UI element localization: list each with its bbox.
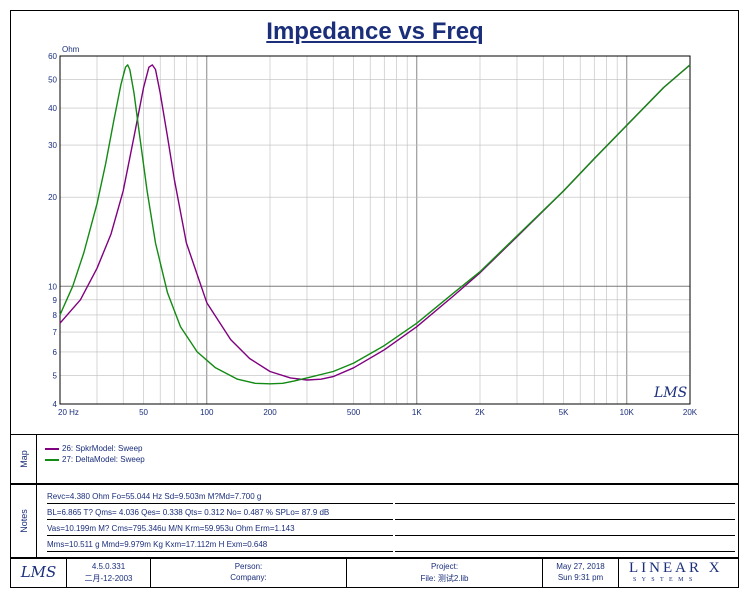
note-line-3: Vas=10.199m M? Cms=795.346u M/N Krm=59.9… [47, 524, 393, 536]
time: Sun 9:31 pm [557, 573, 604, 582]
x-tick-label: 100 [200, 408, 214, 417]
legend-swatch-delta [45, 458, 59, 461]
x-tick-label: 10K [620, 408, 635, 417]
map-side-label: Map [11, 435, 37, 483]
linearx-systems: S Y S T E M S [633, 577, 695, 583]
footer: LMS 4.5.0.331 二月-12-2003 Person: Company… [10, 558, 739, 588]
notes-side-label: Notes [11, 485, 37, 557]
legend-swatch-spkr [45, 447, 59, 450]
lms-logo: LMS [20, 563, 57, 581]
y-tick-label: 10 [48, 282, 57, 291]
note-line-1: Revc=4.380 Ohm Fo=55.044 Hz Sd=9.503m M?… [47, 492, 393, 504]
footer-logo-cell: LMS [11, 559, 67, 587]
x-tick-label: 500 [347, 408, 361, 417]
series-layer [59, 64, 691, 385]
chart-title: Impedance vs Freq [266, 18, 484, 45]
legend-entry-spkr: 26: SpkrModel: Sweep [45, 444, 143, 453]
series-line-1 [59, 64, 691, 385]
y-tick-label: 20 [48, 193, 57, 202]
y-tick-label: 7 [53, 328, 58, 337]
y-tick-label: 50 [48, 75, 57, 84]
person-label: Person: [234, 562, 263, 571]
x-tick-label: 20 Hz [58, 408, 79, 417]
notes-section: Notes Revc=4.380 Ohm Fo=55.044 Hz Sd=9.5… [10, 484, 739, 558]
x-tick-label: 2K [475, 408, 485, 417]
note-blank-3 [395, 524, 735, 536]
x-tick-label: 200 [263, 408, 277, 417]
y-tick-label: 5 [53, 371, 58, 380]
footer-date-cell: May 27, 2018 Sun 9:31 pm [543, 559, 619, 587]
company-label: Company: [230, 573, 267, 582]
version-date: 二月-12-2003 [84, 574, 133, 583]
note-blank-4 [395, 540, 735, 552]
y-tick-label: 8 [53, 311, 58, 320]
impedance-chart: 20 Hz 50 100 200 500 1K 2K 5K 10K 20K 4 5 6 7 8 9 10 20 30… [48, 45, 698, 417]
footer-project-cell: Project: File: 测试2.lib [347, 559, 543, 587]
project-label: Project: [430, 562, 459, 571]
grid-layer [59, 55, 691, 405]
y-tick-label: 9 [53, 296, 58, 305]
lms-annotation: LMS [653, 385, 687, 401]
note-blank-2 [395, 508, 735, 520]
y-tick-label: 60 [48, 52, 57, 61]
file-label: File: 测试2.lib [420, 574, 469, 583]
y-tick-label: 6 [53, 348, 58, 357]
tick-layer: 20 Hz 50 100 200 500 1K 2K 5K 10K 20K 4 5 6 7 8 9 10 20 30… [48, 52, 698, 417]
plot-border [59, 55, 691, 405]
y-axis-label: Ohm [62, 45, 80, 54]
footer-version-cell: 4.5.0.331 二月-12-2003 [67, 559, 151, 587]
y-tick-label: 40 [48, 104, 57, 113]
note-line-4: Mms=10.511 g Mmd=9.979m Kg Kxm=17.112m H… [47, 540, 393, 552]
x-tick-label: 20K [683, 408, 698, 417]
y-tick-label: 30 [48, 141, 57, 150]
linearx-logo: LINEAR X [629, 560, 723, 576]
footer-person-cell: Person: Company: [151, 559, 347, 587]
footer-brand-cell: LINEAR X S Y S T E M S [619, 559, 738, 587]
x-tick-label: 5K [559, 408, 569, 417]
version: 4.5.0.331 [91, 562, 126, 571]
y-tick-label: 4 [53, 400, 58, 409]
date: May 27, 2018 [556, 562, 605, 571]
map-section: Map 26: SpkrModel: Sweep 27: DeltaModel:… [10, 434, 739, 484]
note-line-2: BL=6.865 T? Qms= 4.036 Qes= 0.338 Qts= 0… [47, 508, 393, 520]
x-tick-label: 1K [412, 408, 422, 417]
legend-entry-delta: 27: DeltaModel: Sweep [45, 455, 145, 464]
x-tick-label: 50 [139, 408, 148, 417]
note-blank-1 [395, 492, 735, 504]
plot-area [60, 56, 690, 404]
